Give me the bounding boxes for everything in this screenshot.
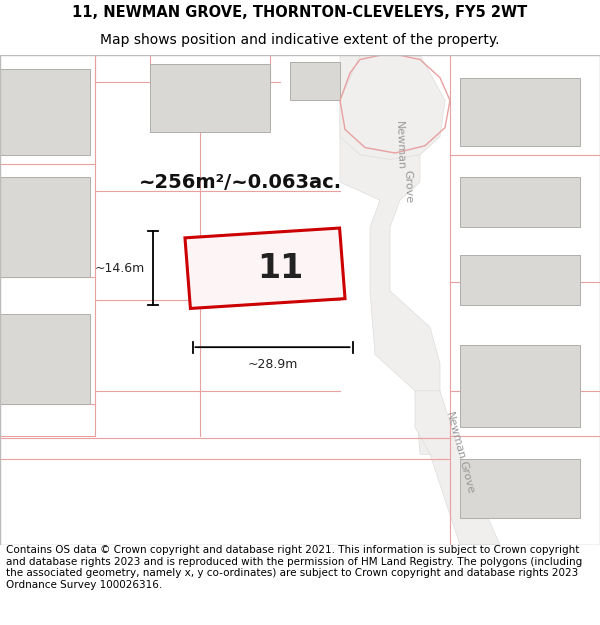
Polygon shape (185, 228, 345, 309)
Bar (460, 346, 580, 427)
Bar (460, 177, 580, 227)
Text: 11, NEWMAN GROVE, THORNTON-CLEVELEYS, FY5 2WT: 11, NEWMAN GROVE, THORNTON-CLEVELEYS, FY… (73, 4, 527, 19)
Bar (0, 314, 90, 404)
Text: ~256m²/~0.063ac.: ~256m²/~0.063ac. (139, 173, 341, 191)
Polygon shape (340, 55, 445, 159)
Polygon shape (340, 55, 440, 454)
Text: Map shows position and indicative extent of the property.: Map shows position and indicative extent… (100, 32, 500, 47)
Text: Contains OS data © Crown copyright and database right 2021. This information is : Contains OS data © Crown copyright and d… (6, 545, 582, 590)
Text: ~28.9m: ~28.9m (247, 358, 298, 371)
Text: Grove: Grove (403, 170, 413, 203)
Text: ~14.6m: ~14.6m (95, 262, 145, 275)
Bar (150, 64, 270, 132)
Bar (290, 62, 340, 101)
Polygon shape (415, 391, 500, 545)
Bar (460, 459, 580, 518)
Text: Newman: Newman (444, 411, 466, 461)
Text: Grove: Grove (458, 459, 476, 494)
Text: Newman: Newman (394, 121, 406, 171)
Bar (460, 254, 580, 304)
Text: 11: 11 (257, 252, 303, 285)
Bar (460, 78, 580, 146)
Bar (0, 177, 90, 278)
Bar (0, 69, 90, 155)
